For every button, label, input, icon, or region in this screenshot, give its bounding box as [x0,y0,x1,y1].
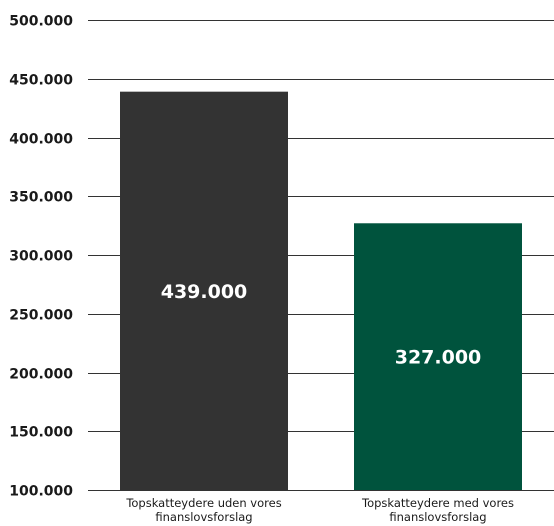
bar-data-label: 439.000 [161,281,248,303]
y-tick-label: 150.000 [9,425,73,441]
y-tick-label: 350.000 [9,190,73,206]
bar [354,223,522,490]
y-tick-label: 300.000 [9,249,73,265]
y-tick-label: 400.000 [9,132,73,148]
bars: 439.000 327.000 [120,91,522,491]
y-tick-label: 100.000 [9,484,73,500]
y-axis-ticks: 100.000 150.000 200.000 250.000 300.000 350.0… [9,14,73,500]
bar [120,91,288,491]
x-axis-categories: Topskatteydere uden vores finanslovsforsl… [125,496,514,524]
y-tick-label: 500.000 [9,14,73,30]
bar-data-label: 327.000 [395,347,482,369]
x-category-label: Topskatteydere uden vores finanslovsforsl… [125,496,281,524]
x-category-label: Topskatteydere med vores finanslovsforsla… [361,496,514,524]
y-tick-label: 250.000 [9,308,73,324]
y-tick-label: 200.000 [9,367,73,383]
y-tick-label: 450.000 [9,73,73,89]
